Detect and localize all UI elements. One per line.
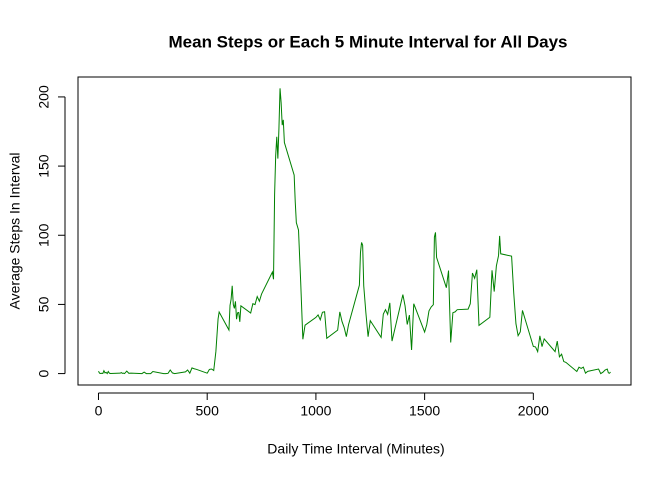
x-tick-label: 2000: [518, 403, 549, 419]
x-axis-label: Daily Time Interval (Minutes): [267, 441, 444, 457]
y-tick-label: 50: [36, 296, 52, 312]
x-tick-label: 1000: [300, 403, 331, 419]
x-tick-label: 0: [95, 403, 103, 419]
y-tick-label: 100: [36, 223, 52, 247]
y-tick-label: 200: [36, 85, 52, 109]
x-tick-label: 500: [196, 403, 220, 419]
y-tick-label: 150: [36, 154, 52, 178]
y-axis-label: Average Steps In Interval: [7, 153, 23, 310]
x-tick-label: 1500: [409, 403, 440, 419]
plot-box: [77, 76, 632, 386]
chart-title: Mean Steps or Each 5 Minute Interval for…: [169, 32, 568, 51]
y-tick-label: 0: [36, 369, 52, 377]
data-line: [98, 88, 611, 375]
